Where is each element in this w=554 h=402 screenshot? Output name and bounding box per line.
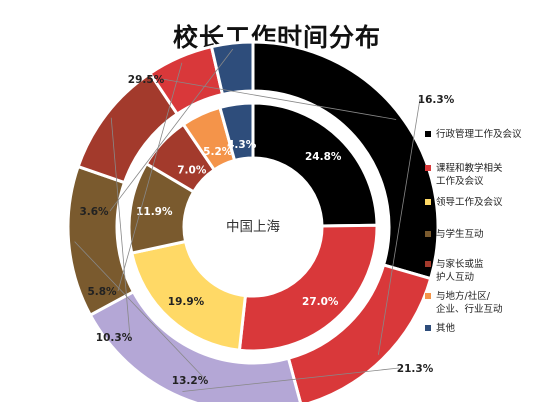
outer-slice-6 (209, 40, 255, 97)
outer-value-label-0: 29.5% (128, 74, 165, 86)
outer-leader-line-0 (161, 78, 397, 120)
legend-swatch (425, 231, 431, 237)
outer-value-label-6: 3.6% (79, 206, 109, 218)
legend-label-line: 行政管理工作及会议 (436, 129, 522, 140)
outer-value-label-2: 21.3% (397, 363, 434, 375)
outer-value-label-1: 16.3% (418, 94, 455, 106)
legend-swatch (425, 261, 431, 267)
legend-label-line: 工作及会议 (436, 176, 484, 187)
legend-label: 课程和教学相关 工作及会议 (436, 162, 528, 188)
inner-value-label-0: 24.8% (305, 151, 342, 163)
legend-swatch (425, 325, 431, 331)
outer-value-label-5: 5.8% (87, 286, 117, 298)
legend-label-line: 护人互动 (436, 272, 475, 283)
legend-label-line: 企业、行业互动 (436, 304, 503, 315)
legend-label-line: 与学生互动 (436, 229, 484, 240)
inner-value-label-6: 4.3% (227, 139, 257, 151)
outer-labels: 29.5% 16.3% 21.3% 13.2% 10.3% 5.8% 3.6% (74, 48, 455, 392)
outer-leader-line-6 (109, 48, 234, 212)
outer-leader-line-1 (377, 98, 421, 355)
legend-label-line: 与家长或监 (436, 259, 484, 270)
inner-labels: 24.8% 27.0% 19.9% 11.9% 7.0% 5.2%4.3% (136, 139, 342, 308)
outer-ring (66, 40, 440, 402)
legend-swatch (425, 293, 431, 299)
legend-label: 与家长或监 护人互动 (436, 258, 528, 284)
legend-label: 与学生互动 (436, 228, 528, 241)
inner-value-label-3: 11.9% (136, 206, 173, 218)
outer-leader-line-4 (110, 117, 131, 338)
center-hole (184, 158, 322, 296)
legend-label-line: 与地方/社区/ (436, 291, 490, 302)
legend-swatch (425, 199, 431, 205)
legend-label-line: 领导工作及会议 (436, 197, 503, 208)
center-label: 中国上海 (226, 219, 280, 235)
legend-label: 行政管理工作及会议 (436, 128, 528, 141)
legend-swatch (425, 131, 431, 137)
legend-swatch (425, 165, 431, 171)
inner-value-label-5: 5.2% (203, 146, 233, 158)
inner-value-label-1: 27.0% (302, 296, 339, 308)
legend-label: 与地方/社区/企业、行业互动 (436, 290, 528, 316)
outer-slice-0 (251, 40, 440, 281)
outer-leader-line-3 (74, 241, 207, 381)
inner-ring (127, 101, 379, 353)
legend-label-line: 其他 (436, 323, 456, 334)
outer-leader-line-2 (182, 367, 400, 392)
outer-leader-line-5 (117, 62, 183, 292)
outer-value-label-4: 10.3% (96, 332, 133, 344)
outer-value-label-3: 13.2% (172, 375, 209, 387)
legend-label: 其他 (436, 322, 528, 335)
inner-value-label-2: 19.9% (168, 296, 205, 308)
legend-label-line: 课程和教学相关 (436, 163, 503, 174)
outer-slice-1 (286, 263, 433, 402)
legend-label: 领导工作及会议 (436, 196, 528, 209)
inner-value-label-4: 7.0% (177, 164, 207, 176)
